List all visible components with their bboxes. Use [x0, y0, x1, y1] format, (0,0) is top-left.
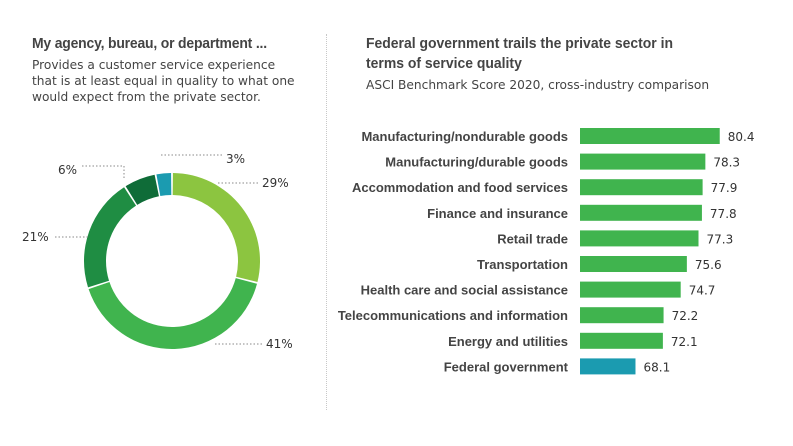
bar-category-label: Manufacturing/nondurable goods	[361, 129, 568, 144]
bar-value-label: 80.4	[728, 130, 755, 144]
donut-slice	[156, 173, 172, 197]
bar-value-label: 77.8	[710, 207, 737, 221]
bar-category-label: Federal government	[444, 359, 569, 374]
bar	[580, 230, 699, 247]
donut-slice	[84, 187, 137, 288]
bar-value-label: 68.1	[643, 360, 670, 374]
bar	[580, 256, 687, 272]
donut-slice-label: 41%	[266, 337, 293, 351]
donut-slice	[125, 174, 159, 205]
panel-divider	[326, 34, 327, 410]
bar-value-label: 77.3	[707, 232, 734, 246]
bar-value-label: 77.9	[711, 181, 738, 195]
donut-slice-label: 3%	[226, 152, 245, 166]
bar	[580, 128, 720, 144]
bar	[580, 281, 681, 298]
bar-category-label: Finance and insurance	[427, 206, 568, 221]
bar-value-label: 72.1	[671, 335, 698, 349]
bar	[580, 332, 663, 349]
bar-value-label: 74.7	[689, 284, 716, 298]
bar	[580, 204, 702, 221]
bar-value-label: 72.2	[672, 309, 699, 323]
bar-value-label: 78.3	[713, 156, 740, 170]
bar	[580, 179, 703, 196]
bar-category-label: Telecommunications and information	[338, 308, 568, 323]
bar	[580, 358, 636, 375]
bar	[580, 307, 664, 324]
left-panel-subtitle: Provides a customer service experience t…	[32, 58, 295, 104]
donut-slice-label: 21%	[22, 230, 49, 244]
bar-category-label: Health care and social assistance	[361, 283, 568, 298]
bar-category-label: Transportation	[477, 257, 568, 272]
right-panel-subtitle: ASCI Benchmark Score 2020, cross-industr…	[366, 78, 710, 92]
donut-slice-label: 29%	[262, 176, 289, 190]
bar-value-label: 75.6	[695, 258, 722, 272]
right-panel-title: Federal government trails the private se…	[366, 35, 674, 72]
bar	[580, 153, 706, 170]
bar-category-label: Manufacturing/durable goods	[385, 155, 568, 170]
donut-slice	[172, 173, 260, 282]
donut-slice-label: 6%	[58, 163, 77, 177]
donut-slice	[88, 278, 258, 349]
bar-category-label: Accommodation and food services	[352, 180, 568, 195]
donut-leader-line	[82, 165, 125, 178]
bar-category-label: Retail trade	[497, 231, 568, 246]
bar-category-label: Energy and utilities	[448, 334, 568, 349]
left-panel-title: My agency, bureau, or department ...	[32, 35, 267, 52]
